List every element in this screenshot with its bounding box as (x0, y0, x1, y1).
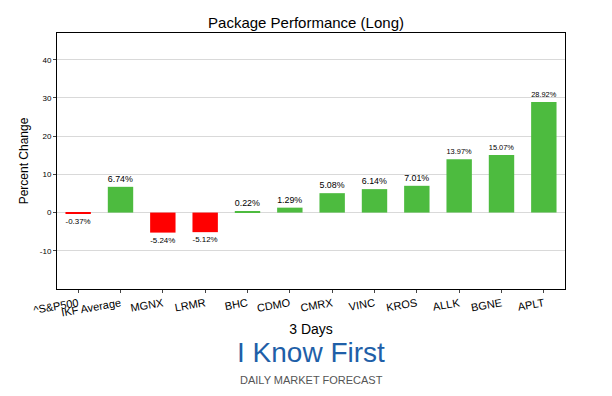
svg-text:VINC: VINC (348, 296, 376, 312)
svg-text:-10: -10 (40, 247, 52, 256)
svg-text:3 Days: 3 Days (289, 321, 333, 337)
svg-text:DAILY MARKET FORECAST: DAILY MARKET FORECAST (240, 374, 383, 386)
svg-text:-0.37%: -0.37% (65, 217, 90, 226)
svg-text:ALLK: ALLK (432, 296, 461, 313)
svg-text:BGNE: BGNE (470, 296, 503, 313)
svg-text:-5.12%: -5.12% (192, 235, 217, 244)
svg-text:6.14%: 6.14% (362, 176, 387, 186)
svg-text:7.01%: 7.01% (404, 173, 429, 183)
svg-text:28.92%: 28.92% (531, 90, 557, 99)
svg-text:30: 30 (42, 94, 51, 103)
svg-text:IKF Average: IKF Average (60, 296, 122, 318)
svg-text:Percent Change: Percent Change (17, 117, 31, 204)
svg-text:MGNX: MGNX (130, 296, 165, 314)
svg-text:LRMR: LRMR (174, 296, 207, 313)
svg-text:10: 10 (42, 170, 51, 179)
svg-text:BHC: BHC (224, 296, 249, 312)
svg-text:APLT: APLT (517, 296, 546, 313)
svg-text:40: 40 (42, 56, 51, 65)
svg-text:15.07%: 15.07% (489, 143, 515, 152)
svg-text:6.74%: 6.74% (108, 174, 133, 184)
svg-text:CDMO: CDMO (256, 296, 292, 314)
svg-text:-5.24%: -5.24% (150, 236, 175, 245)
svg-text:I Know First: I Know First (237, 337, 385, 368)
svg-text:1.29%: 1.29% (277, 195, 302, 205)
svg-text:5.08%: 5.08% (319, 180, 344, 190)
svg-text:^S&P500: ^S&P500 (33, 296, 80, 316)
svg-text:20: 20 (42, 132, 51, 141)
svg-text:0: 0 (47, 208, 52, 217)
svg-text:13.97%: 13.97% (446, 147, 472, 156)
svg-text:KROS: KROS (385, 296, 418, 313)
svg-text:CMRX: CMRX (299, 296, 334, 314)
svg-text:0.22%: 0.22% (235, 198, 260, 208)
svg-text:Package Performance (Long): Package Performance (Long) (208, 14, 404, 31)
